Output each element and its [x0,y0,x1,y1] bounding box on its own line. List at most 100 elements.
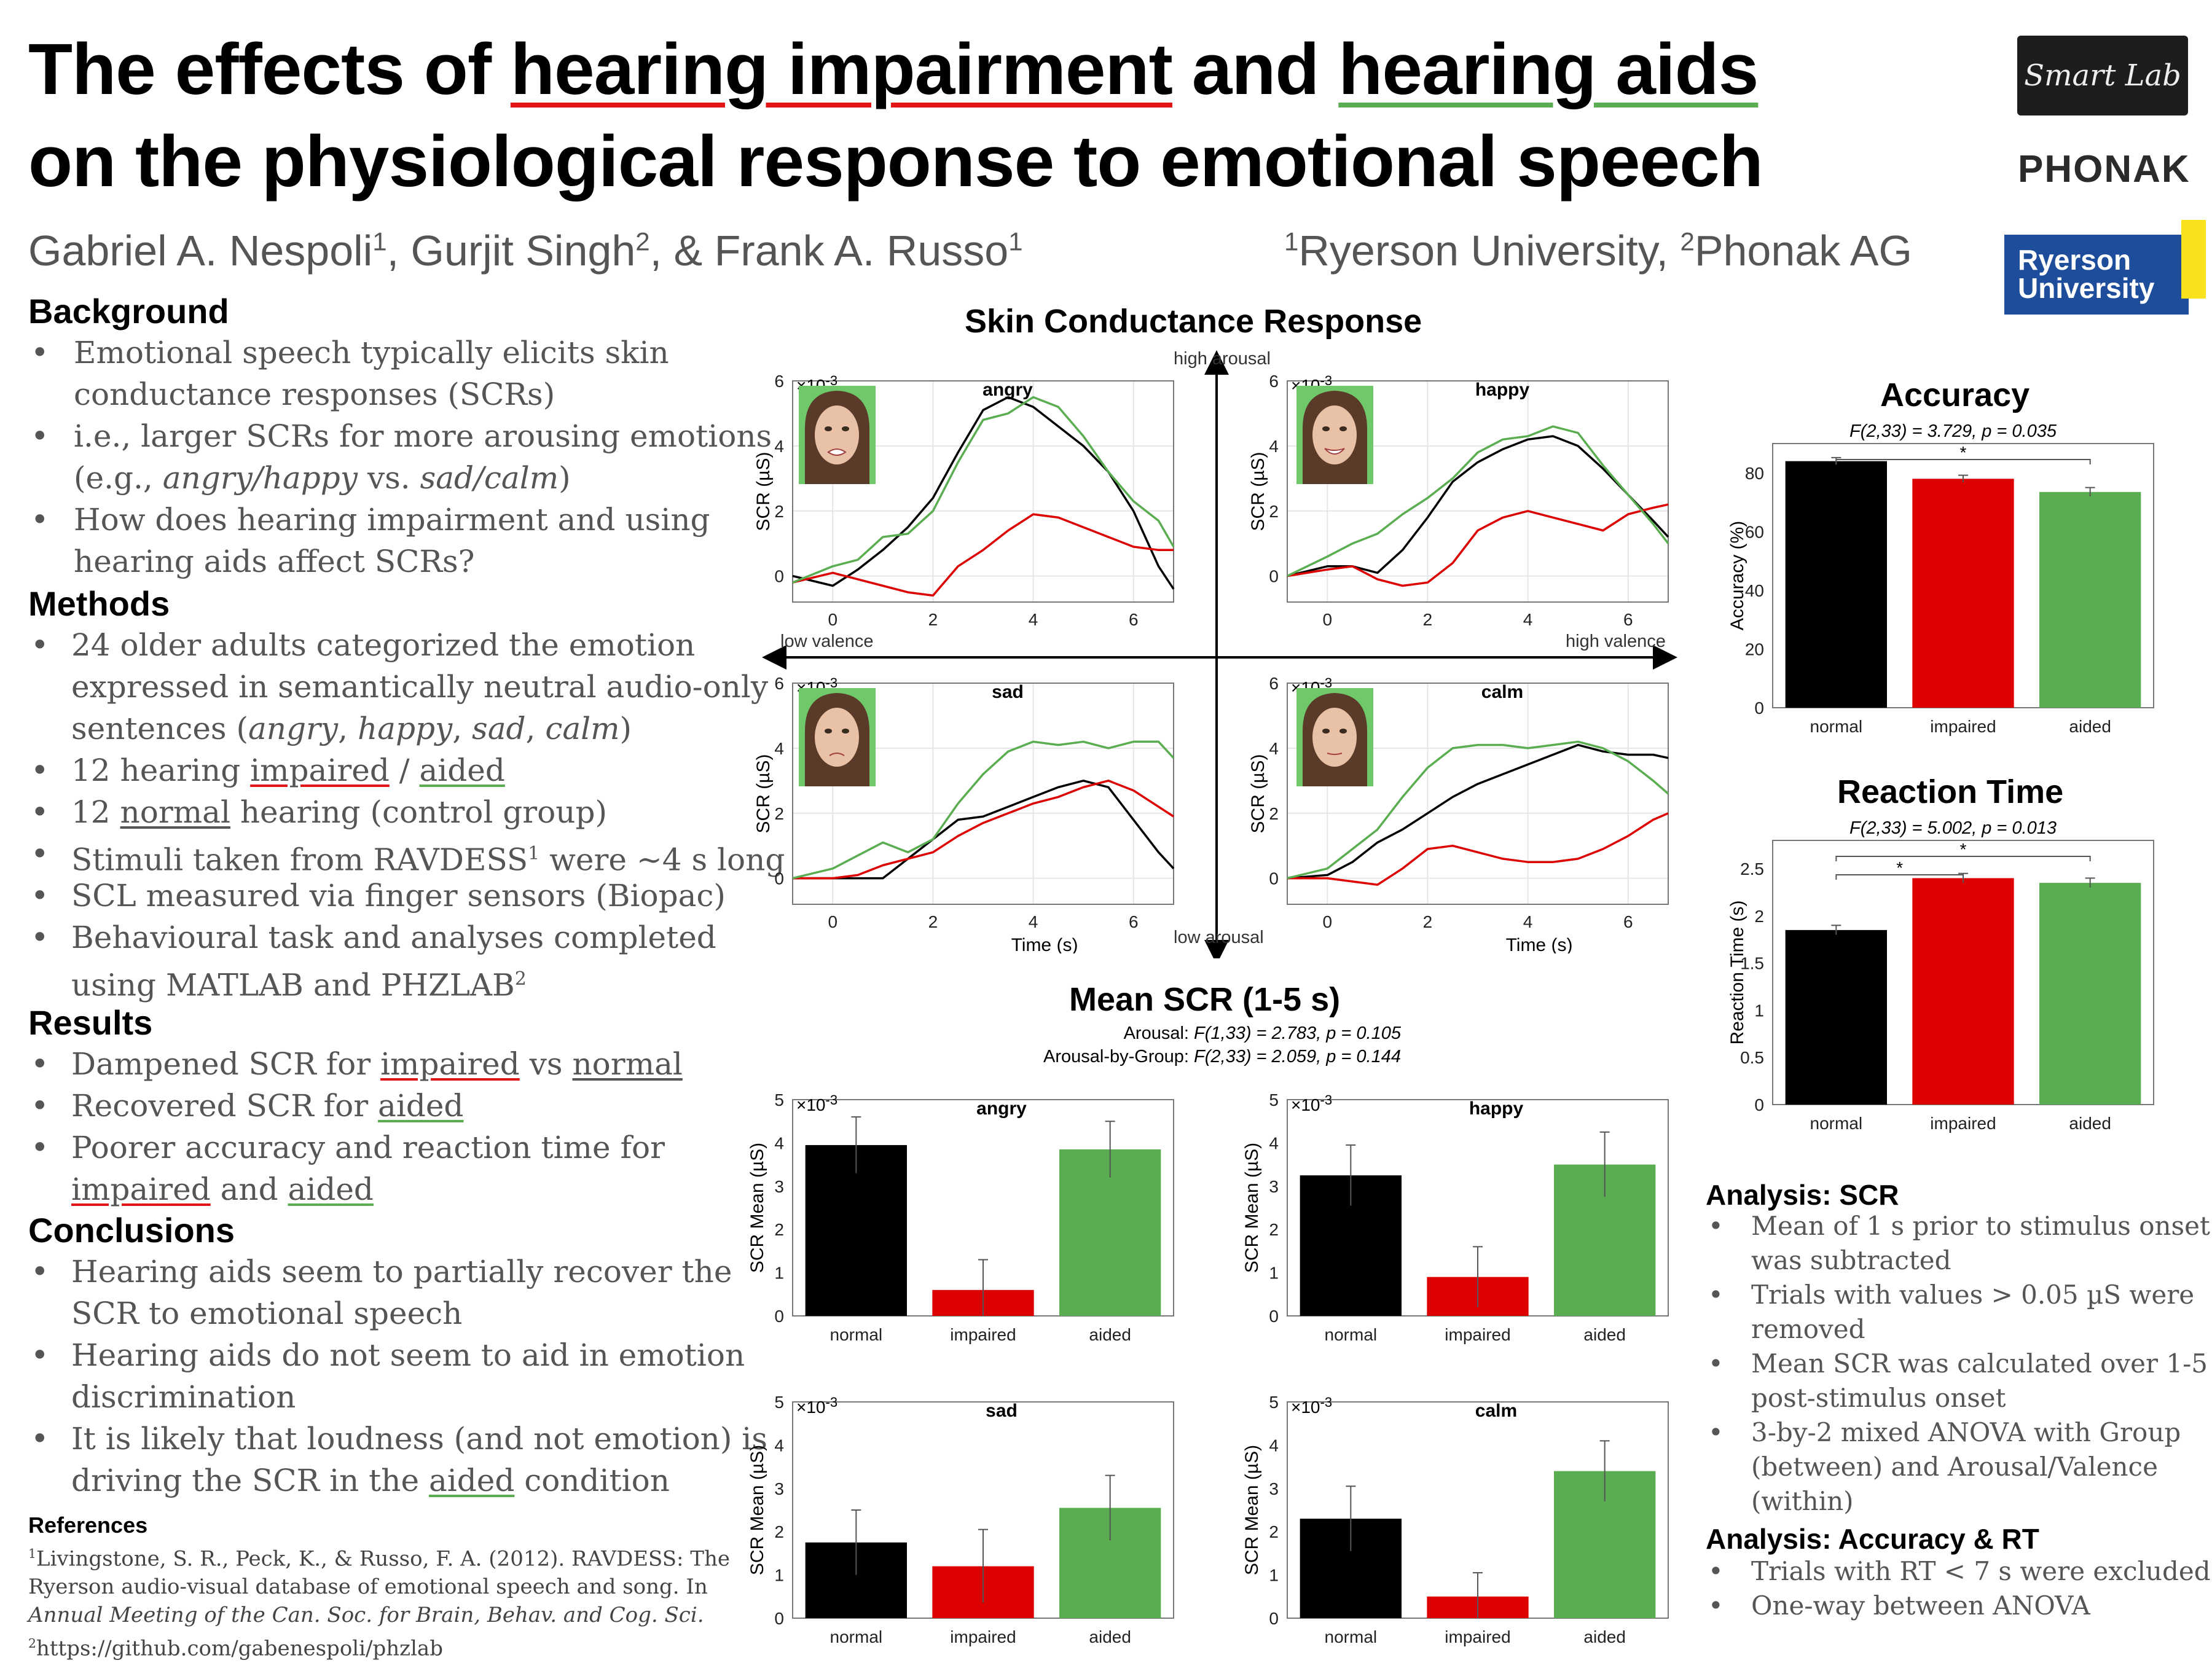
scr-calm-ytick: 4 [1269,739,1279,758]
scr-calm-series-impaired [1287,812,1669,886]
accuracy-sig-bracket [1835,459,2091,464]
mean-happy-ytick: 3 [1269,1177,1279,1196]
reaction-sig-bracket-1 [1835,856,2091,861]
ryerson-logo-bar [2181,220,2206,299]
face-happy-image [1296,386,1373,484]
scr-sad-xlabel: Time (s) [1011,935,1078,953]
ryerson-logo: Ryerson University [2004,220,2206,315]
scr-happy-ylabel: SCR (µS) [1250,452,1268,531]
background-list: • Emotional speech typically elicits skin… [31,335,772,579]
mean-happy-ytick: 1 [1269,1264,1279,1283]
mean-happy-ytick: 4 [1269,1133,1279,1152]
scr-sad-ytick: 6 [774,677,784,693]
mean-angry-xtick-aided: aided [1089,1325,1131,1344]
mean-sad-scale: ×10-3 [796,1396,837,1417]
scr-calm-xtick: 2 [1423,912,1433,931]
reaction-ytick: 1.5 [1740,954,1764,973]
face-angry-image [799,386,876,484]
scr-happy-xtick: 0 [1322,610,1332,629]
reaction-bar-impaired [1912,878,2014,1105]
mean-angry-ytick: 2 [774,1220,784,1239]
scr-angry-ytick: 2 [774,502,784,521]
scr-angry-xtick: 2 [928,610,938,629]
accuracy-bar-aided [2039,491,2141,708]
scr-angry-ytick: 4 [774,437,784,456]
scr-calm-xtick: 4 [1523,912,1533,931]
reaction-title: Reaction Time [1837,773,2064,810]
analysis-acc-heading: Analysis: Accuracy & RT [1706,1523,2039,1555]
scr-happy-xtick: 4 [1523,610,1533,629]
scr-happy-frame [1287,380,1669,603]
scr-angry-series-normal [792,396,1175,590]
authors: Gabriel A. Nespoli1, Gurjit Singh2, & Fr… [28,227,1023,275]
poster-title: The effects of hearing impairment and he… [28,23,1763,208]
mean-angry-xtick-impaired: impaired [950,1325,1016,1344]
analysis-scr-list: • Mean of 1 s prior to stimulus onset was… [1708,1211,2212,1516]
mean-angry-scale: ×10-3 [796,1094,837,1114]
scr-happy-title: happy [1475,380,1530,400]
mean-angry-bar-normal [805,1145,907,1316]
scr-happy-ytick: 6 [1269,375,1279,391]
reaction-ytick: 0.5 [1740,1048,1764,1067]
mean-angry-ytick: 1 [774,1264,784,1283]
mean-angry-ytick: 5 [774,1094,784,1109]
accuracy-xtick-normal: normal [1810,717,1863,736]
scr-sad-xtick: 2 [928,912,938,931]
accuracy-ytick: 20 [1745,640,1764,659]
scr-sad-title: sad [992,682,1024,702]
mean-happy-ylabel: SCR Mean (µS) [1244,1143,1262,1273]
reaction-sig-star-2: * [1896,858,1903,877]
methods-heading: Methods [28,584,170,623]
mean-happy-title: happy [1469,1098,1524,1119]
accuracy-title: Accuracy [1880,377,2030,413]
scr-panel-title: Skin Conductance Response [965,303,1422,340]
reaction-bar-aided [2039,883,2141,1105]
reaction-chart: 0 0.5 1 1.5 2 2.5 normal impaired aided Reaction … [1730,840,2154,1133]
scr-calm-ytick: 6 [1269,677,1279,693]
mean-calm-xtick-aided: aided [1583,1627,1626,1646]
mean-stat-arousal: Arousal: F(1,33) = 2.783, p = 0.105 [1123,1023,1401,1043]
scr-happy-ytick: 4 [1269,437,1279,456]
mean-happy-chart: 0 1 2 3 4 5 normal impaired aided happy SCR Mean (… [1244,1094,1669,1344]
reaction-sig-star-1: * [1960,840,1967,859]
mean-happy-ytick: 2 [1269,1220,1279,1239]
mean-angry-ylabel: SCR Mean (µS) [750,1143,767,1273]
scr-sad-ytick: 4 [774,739,784,758]
mean-calm-scale: ×10-3 [1291,1396,1332,1417]
scr-sad-ytick: 2 [774,804,784,823]
scr-happy-ytick: 0 [1269,567,1279,586]
results-heading: Results [28,1003,153,1042]
mean-sad-ytick: 1 [774,1566,784,1585]
scr-sad-series-normal [793,780,1175,880]
accuracy-ytick: 80 [1745,464,1764,483]
scr-angry-xtick: 4 [1029,610,1038,629]
mean-calm-ylabel: SCR Mean (µS) [1244,1445,1262,1575]
accuracy-xtick-impaired: impaired [1930,717,1996,736]
scr-angry-ytick: 6 [774,375,784,391]
scr-panel-axes [762,350,1677,958]
scr-calm-ytick: 2 [1269,804,1279,823]
scr-calm-ylabel: SCR (µS) [1250,754,1268,834]
references-list: 1Livingstone, S. R., Peck, K., & Russo, … [28,1546,731,1661]
reaction-xtick-aided: aided [2069,1114,2111,1133]
accuracy-bar-normal [1785,461,1887,708]
scr-sad-series-aided [792,740,1175,880]
accuracy-stat: F(2,33) = 3.729, p = 0.035 [1849,421,2057,441]
mean-angry-ytick: 3 [774,1177,784,1196]
mean-angry-title: angry [976,1098,1027,1119]
scr-sad-ylabel: SCR (µS) [756,754,774,834]
title-line2: on the physiological response to emotion… [28,121,1763,202]
background-heading: Background [28,292,229,331]
mean-sad-ytick: 2 [774,1522,784,1541]
mean-calm-ytick: 3 [1269,1479,1279,1498]
conclusions-heading: Conclusions [28,1211,235,1250]
high-arousal-label: high arousal [1174,349,1271,369]
mean-angry-xtick-normal: normal [830,1325,883,1344]
reaction-bar-normal [1785,929,1887,1105]
accuracy-ylabel: Accuracy (%) [1730,521,1747,630]
mean-happy-xtick-normal: normal [1325,1325,1378,1344]
mean-calm-ytick: 4 [1269,1436,1279,1455]
